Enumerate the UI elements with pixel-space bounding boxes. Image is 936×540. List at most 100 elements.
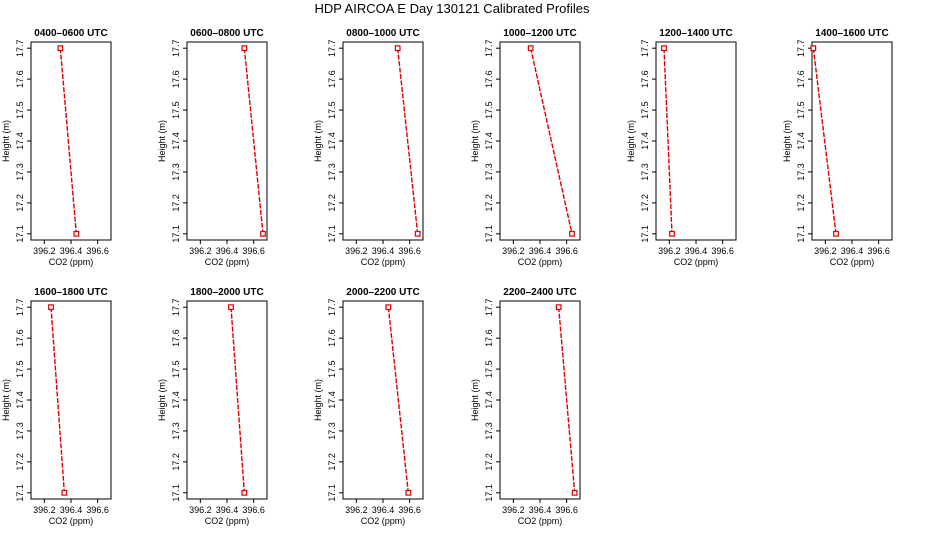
- y-tick-label: 17.6: [15, 329, 25, 347]
- y-axis-label: Height (m): [626, 120, 636, 162]
- profile-line: [59, 48, 78, 234]
- data-point-marker: [241, 489, 248, 496]
- profile-line: [557, 307, 576, 493]
- y-axis-label: Height (m): [1, 120, 11, 162]
- y-tick-label: 17.4: [15, 132, 25, 150]
- plot-frame: [342, 41, 424, 241]
- data-point-marker: [555, 304, 562, 311]
- y-tick-label: 17.6: [15, 70, 25, 88]
- profile-line: [243, 48, 264, 234]
- x-axis-label: CO2 (ppm): [518, 516, 563, 526]
- y-tick-label: 17.1: [171, 225, 181, 243]
- y-tick-label: 17.2: [171, 194, 181, 212]
- y-tick-label: 17.6: [796, 70, 806, 88]
- y-tick-label: 17.4: [796, 132, 806, 150]
- y-tick-label: 17.3: [15, 163, 25, 181]
- y-tick-label: 17.6: [171, 70, 181, 88]
- x-tick-label: 396.4: [60, 505, 83, 515]
- profile-line: [812, 48, 837, 234]
- x-tick-label: 396.2: [502, 505, 525, 515]
- y-tick-label: 17.4: [484, 132, 494, 150]
- panel-title: 1800–2000 UTC: [190, 287, 263, 298]
- y-tick-label: 17.6: [484, 329, 494, 347]
- x-axis-label: CO2 (ppm): [518, 257, 563, 267]
- data-point-marker: [810, 45, 817, 52]
- y-tick-label: 17.7: [15, 298, 25, 316]
- plot-frame: [499, 300, 581, 500]
- y-tick-label: 17.7: [327, 298, 337, 316]
- x-tick-label: 396.6: [398, 246, 421, 256]
- profile-panel: 1800–2000 UTC 396.2 396.4 396.6 17.1 17.2 17.3…: [157, 287, 268, 526]
- data-point-marker: [48, 304, 54, 311]
- y-tick-label: 17.5: [171, 360, 181, 378]
- profile-panel: 0400–0600 UTC 396.2 396.4 396.6 17.1 17.2 17.3…: [1, 28, 112, 267]
- y-tick-label: 17.3: [640, 163, 650, 181]
- x-axis-label: CO2 (ppm): [674, 257, 719, 267]
- data-point-marker: [569, 230, 575, 237]
- figure-title: HDP AIRCOA E Day 130121 Calibrated Profi…: [314, 1, 590, 16]
- profile-panel: 0600–0800 UTC 396.2 396.4 396.6 17.1 17.2 17.3…: [157, 28, 268, 267]
- panel-title: 1000–1200 UTC: [503, 28, 576, 39]
- x-tick-label: 396.2: [658, 246, 681, 256]
- x-tick-label: 396.2: [814, 246, 837, 256]
- panel-title: 1600–1800 UTC: [34, 287, 107, 298]
- x-axis-label: CO2 (ppm): [361, 516, 406, 526]
- y-tick-label: 17.2: [640, 194, 650, 212]
- panel-title: 0400–0600 UTC: [34, 28, 107, 39]
- data-point-marker: [661, 45, 667, 52]
- y-tick-label: 17.1: [796, 225, 806, 243]
- x-tick-label: 396.2: [33, 505, 56, 515]
- y-tick-label: 17.1: [15, 484, 25, 502]
- x-axis-label: CO2 (ppm): [205, 516, 250, 526]
- x-tick-label: 396.2: [502, 246, 525, 256]
- y-tick-label: 17.4: [484, 391, 494, 409]
- y-tick-label: 17.1: [15, 225, 25, 243]
- data-point-marker: [73, 230, 80, 237]
- profile-line: [396, 48, 419, 234]
- x-tick-label: 396.6: [242, 246, 265, 256]
- x-tick-label: 396.4: [60, 246, 83, 256]
- y-tick-label: 17.7: [796, 39, 806, 57]
- y-tick-label: 17.1: [484, 484, 494, 502]
- plot-frame: [342, 300, 424, 500]
- x-tick-label: 396.6: [867, 246, 890, 256]
- y-tick-label: 17.5: [15, 101, 25, 119]
- x-tick-label: 396.2: [189, 505, 212, 515]
- data-point-marker: [414, 230, 421, 237]
- y-tick-label: 17.3: [15, 422, 25, 440]
- y-axis-label: Height (m): [1, 379, 11, 421]
- y-tick-label: 17.3: [171, 163, 181, 181]
- x-tick-label: 396.6: [555, 246, 578, 256]
- x-tick-label: 396.2: [33, 246, 56, 256]
- y-tick-label: 17.5: [640, 101, 650, 119]
- profile-panel: 1600–1800 UTC 396.2 396.4 396.6 17.1 17.2 17.3…: [1, 287, 112, 526]
- y-tick-label: 17.2: [796, 194, 806, 212]
- panel-title: 0800–1000 UTC: [346, 28, 419, 39]
- y-tick-label: 17.2: [327, 194, 337, 212]
- data-point-marker: [241, 45, 248, 52]
- x-tick-label: 396.6: [711, 246, 734, 256]
- y-tick-label: 17.1: [171, 484, 181, 502]
- data-point-marker: [394, 45, 401, 52]
- y-tick-label: 17.6: [327, 70, 337, 88]
- x-tick-label: 396.4: [216, 505, 239, 515]
- y-tick-label: 17.7: [171, 39, 181, 57]
- x-tick-label: 396.2: [345, 246, 368, 256]
- x-axis-label: CO2 (ppm): [205, 257, 250, 267]
- y-tick-label: 17.4: [640, 132, 650, 150]
- y-tick-label: 17.4: [171, 391, 181, 409]
- x-tick-label: 396.4: [216, 246, 239, 256]
- y-tick-label: 17.5: [171, 101, 181, 119]
- y-axis-label: Height (m): [157, 379, 167, 421]
- y-tick-label: 17.1: [640, 225, 650, 243]
- panel-title: 0600–0800 UTC: [190, 28, 263, 39]
- y-tick-label: 17.3: [171, 422, 181, 440]
- y-tick-label: 17.2: [484, 194, 494, 212]
- profile-panel: 2200–2400 UTC 396.2 396.4 396.6 17.1 17.2 17.3…: [470, 287, 581, 526]
- y-tick-label: 17.3: [796, 163, 806, 181]
- profile-panel: 1400–1600 UTC 396.2 396.4 396.6 17.1 17.2 17.3…: [782, 28, 893, 267]
- y-tick-label: 17.7: [15, 39, 25, 57]
- y-tick-label: 17.4: [327, 391, 337, 409]
- data-point-marker: [571, 489, 578, 496]
